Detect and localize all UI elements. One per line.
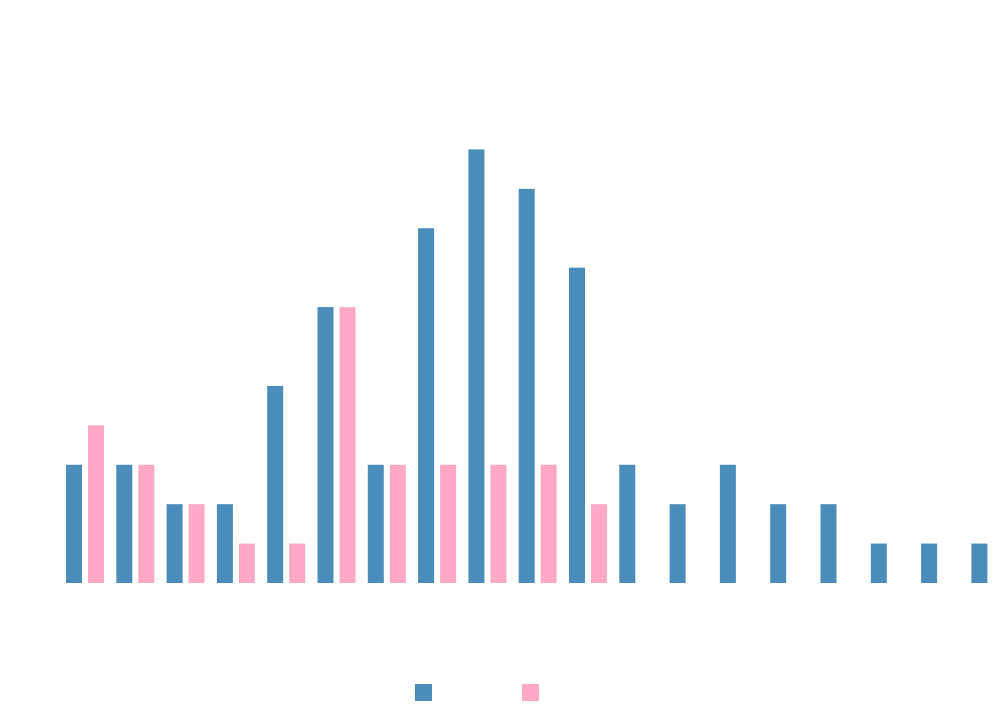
bar [540, 464, 557, 583]
bar [66, 464, 82, 583]
bar [166, 504, 183, 583]
bar [138, 464, 155, 583]
bar [289, 543, 306, 583]
bar [921, 543, 938, 583]
bar [770, 504, 787, 583]
legend-swatch [522, 684, 539, 701]
bar [238, 543, 255, 583]
bar [719, 464, 736, 583]
bar [591, 504, 607, 583]
bar [820, 504, 837, 583]
bar [619, 464, 636, 583]
bar [518, 188, 535, 584]
bar [669, 504, 686, 583]
legend-swatch [415, 684, 432, 701]
bar [440, 464, 457, 583]
bar [267, 385, 284, 583]
bar [971, 543, 988, 583]
bar [317, 307, 334, 583]
bar [418, 228, 435, 583]
bar [468, 149, 485, 583]
bar [188, 504, 205, 583]
bar [490, 464, 507, 583]
bar [116, 464, 133, 583]
bar [367, 464, 384, 583]
bar [88, 425, 104, 583]
bar [339, 307, 356, 583]
bar [216, 504, 233, 583]
bar [389, 464, 406, 583]
bar [870, 543, 887, 583]
bar [569, 267, 585, 583]
